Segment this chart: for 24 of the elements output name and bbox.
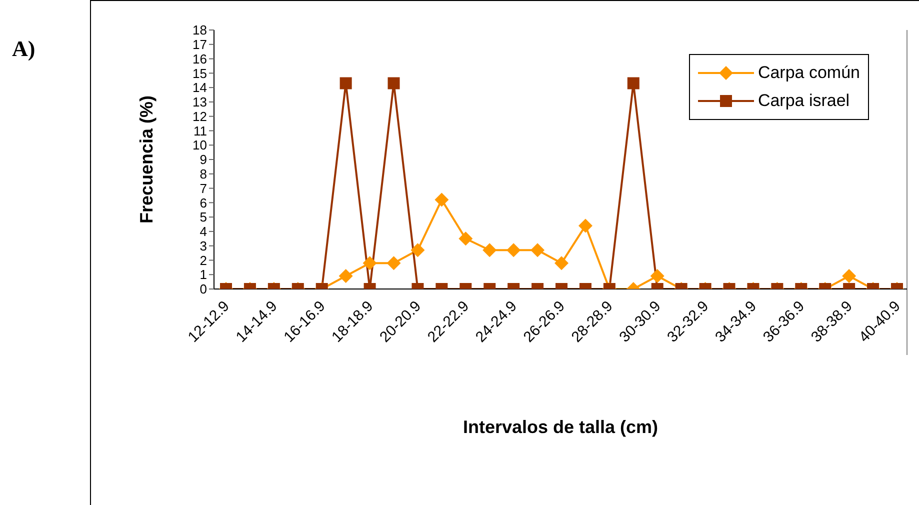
y-tick-label: 13: [192, 94, 207, 110]
y-tick-label: 9: [200, 152, 207, 168]
y-tick-label: 4: [200, 224, 207, 240]
text: A): [12, 36, 36, 62]
y-tick-label: 17: [192, 37, 207, 52]
legend-label: Carpa común: [758, 63, 860, 83]
y-tick-label: 1: [200, 267, 207, 282]
y-tick-label: 0: [200, 282, 207, 297]
y-tick-label: 14: [192, 80, 207, 96]
y-tick-label: 11: [194, 123, 207, 138]
legend-label: Carpa israel: [758, 91, 850, 111]
y-tick-label: 3: [200, 238, 207, 254]
x-axis-title: Intervalos de talla (cm): [462, 417, 658, 437]
y-tick-label: 18: [192, 22, 207, 38]
y-tick-label: 12: [192, 108, 207, 124]
y-tick-label: 16: [192, 51, 207, 66]
y-tick-label: 7: [200, 180, 207, 196]
y-tick-label: 8: [200, 166, 207, 182]
y-tick-label: 6: [200, 195, 207, 210]
y-tick-label: 15: [192, 66, 207, 81]
y-tick-label: 2: [200, 252, 207, 268]
y-tick-label: 5: [200, 210, 207, 225]
y-axis-title: Frecuencia (%): [136, 95, 156, 224]
y-tick-label: 10: [192, 138, 207, 153]
